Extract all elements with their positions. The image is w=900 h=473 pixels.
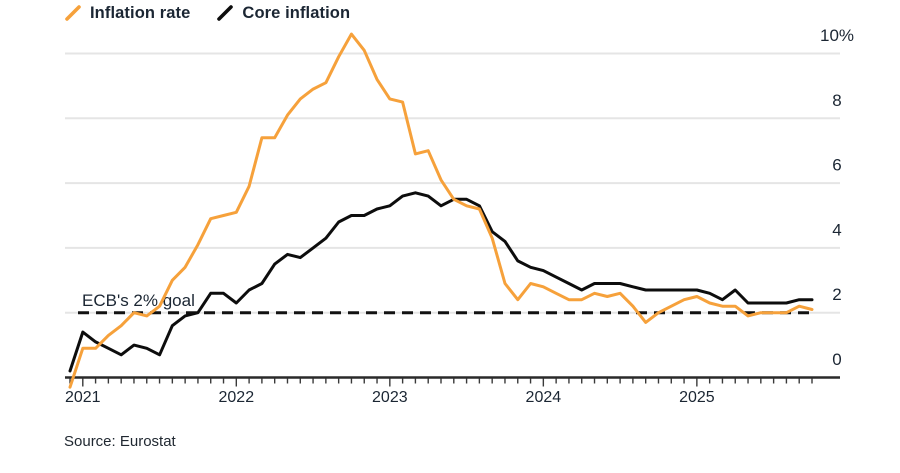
x-axis-label-2025: 2025	[679, 389, 715, 406]
legend-item-core-inflation: Core inflation	[216, 4, 350, 23]
y-axis-label-10pct: 10%	[820, 26, 854, 45]
y-axis-label-4: 4	[832, 220, 841, 239]
chart-legend: Inflation rate Core inflation	[64, 4, 350, 23]
x-axis-label-2021: 2021	[65, 389, 101, 406]
inflation-line-chart: ECB's 2% goal 2021 2022 2023 2024 2025 0 2 4 6 8 10…	[65, 26, 854, 406]
core-inflation-swatch-icon	[217, 5, 234, 21]
core-inflation-line	[68, 191, 814, 373]
y-axis-label-0: 0	[832, 350, 841, 369]
inflation-rate-line	[68, 32, 814, 389]
y-axis-label-8: 8	[832, 91, 841, 110]
x-axis-label-2022: 2022	[219, 389, 255, 406]
legend-label-inflation-rate: Inflation rate	[90, 4, 191, 22]
x-axis-label-2024: 2024	[526, 389, 562, 406]
x-axis-label-2023: 2023	[372, 389, 408, 406]
y-axis-label-6: 6	[832, 156, 841, 175]
legend-item-inflation-rate: Inflation rate	[64, 4, 190, 23]
legend-label-core-inflation: Core inflation	[242, 4, 351, 22]
inflation-rate-swatch-icon	[65, 5, 81, 21]
goal-annotation-label: ECB's 2% goal	[82, 291, 195, 310]
source-attribution: Source: Eurostat	[64, 433, 176, 450]
y-axis-label-2: 2	[832, 285, 841, 304]
